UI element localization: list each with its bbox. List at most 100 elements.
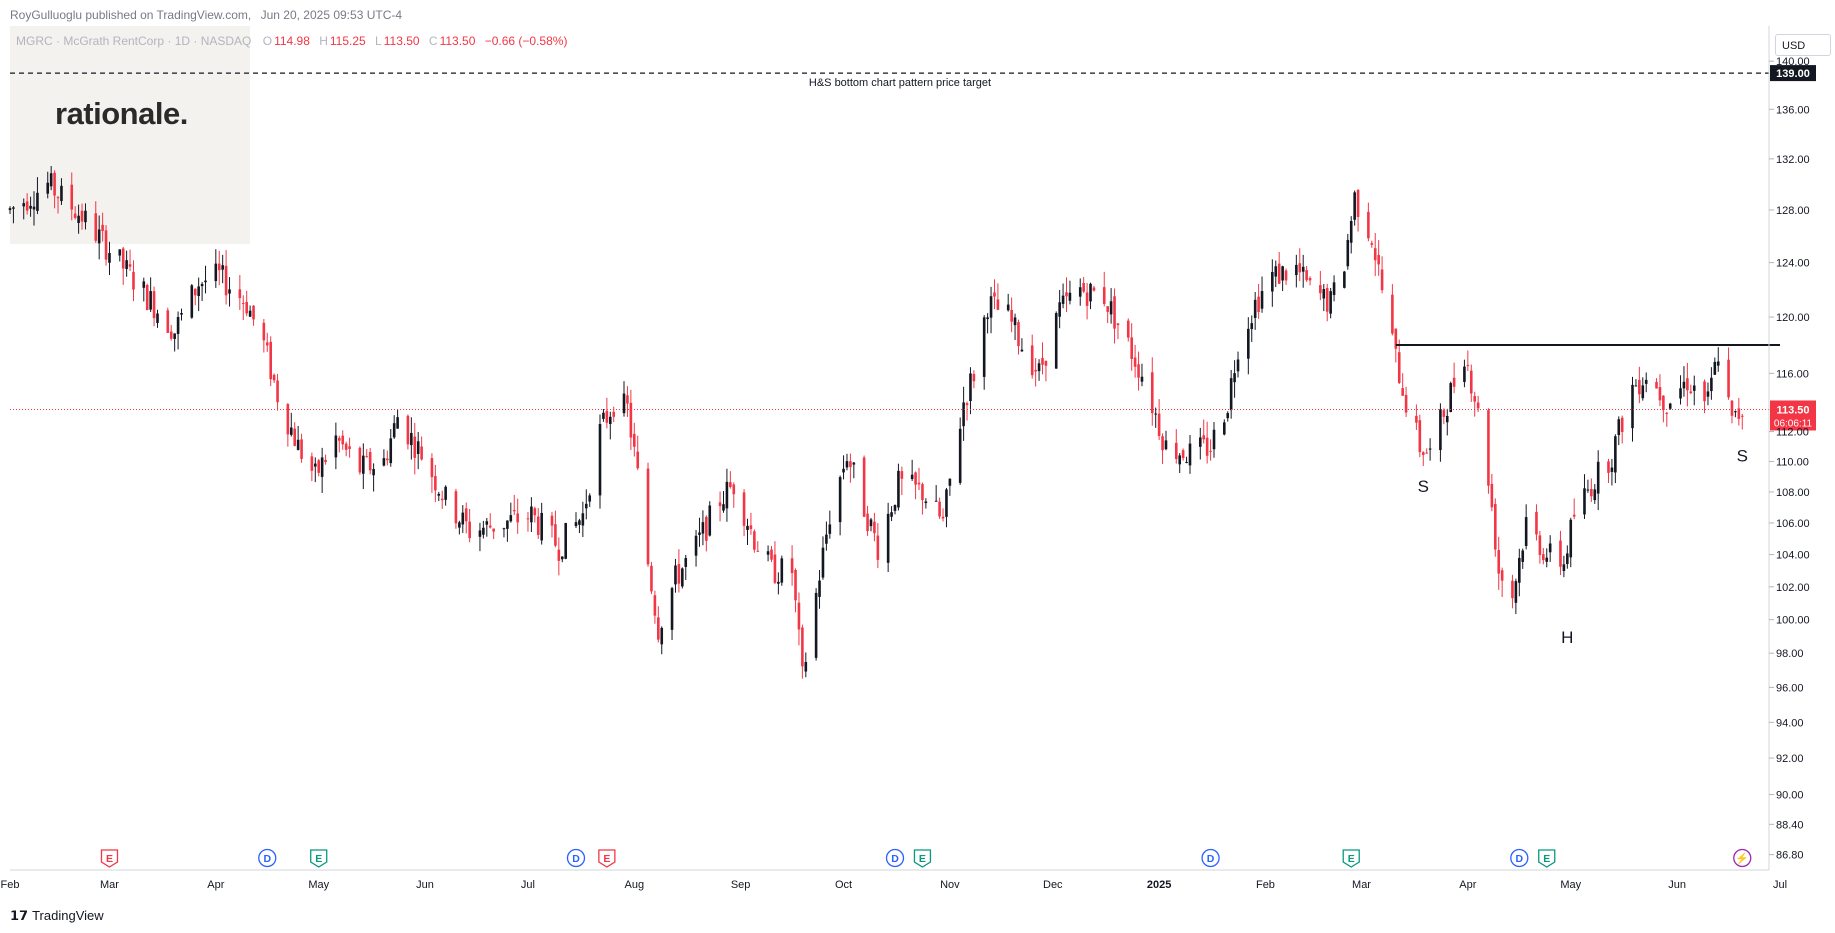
candle [1356,189,1360,232]
candle-body [132,271,135,290]
candle-body [118,249,122,256]
candle-body [1010,309,1013,322]
candle [982,315,986,390]
candle [1109,288,1113,324]
candle-body [272,374,276,381]
candle-body [1686,378,1689,391]
candle [948,478,952,496]
candle-body [958,428,962,483]
candle-body [749,525,753,530]
candle-body [173,333,176,339]
footer-brand[interactable]: 𝟭𝟳 TradingView [10,908,104,924]
candle [1236,351,1240,378]
candle [934,485,938,502]
candle [1068,280,1072,305]
candle-body [320,457,324,477]
candle [1301,254,1305,288]
candle-body [1463,366,1466,382]
candle [1212,422,1216,458]
publisher[interactable]: RoyGulluoglu published on TradingView.co… [10,8,252,22]
candle-body [289,427,293,435]
candle [1562,555,1566,578]
candle [746,518,749,545]
candle [650,561,653,595]
candle-body [1058,302,1061,317]
candle-body [80,210,84,222]
price-chart[interactable]: H&S bottom chart pattern price target 139… [0,0,1835,905]
candle [722,491,725,513]
candle [557,537,561,576]
candle [70,172,74,221]
candle-body [1260,290,1264,309]
symbol-title[interactable]: MGRC · McGrath RentCorp · 1D · NASDAQ [16,34,252,48]
candle [1250,315,1254,342]
candle-body [506,520,509,529]
candle [900,466,904,496]
candle [49,166,53,191]
candle [1665,411,1669,427]
candle [1493,498,1497,557]
candle-body [204,280,207,283]
candle-body [1157,413,1161,436]
candle [1185,456,1188,464]
low-value: 113.50 [383,34,420,48]
candle-body [166,310,170,333]
candle [1490,473,1494,512]
candle-body [468,521,471,539]
candle-body [554,524,557,546]
candle-body [1662,395,1665,411]
candle [1198,427,1202,460]
candle [1010,297,1013,333]
candle [338,435,341,453]
candle-body [526,518,530,520]
y-tick-label: 140.00 [1776,56,1810,68]
candle [502,527,506,538]
candle [773,541,777,584]
candle-body [1349,220,1353,243]
candle [1133,344,1137,378]
candle [1397,339,1401,384]
candle-body [1569,519,1573,558]
candle-body [677,564,681,584]
candle [464,502,468,534]
candle-body [1727,359,1730,398]
candle [454,488,458,529]
candle-body [1490,483,1494,508]
candle-body [1150,372,1154,414]
candle [1545,548,1549,568]
candle-body [629,402,633,438]
candle [777,572,780,595]
candle [608,411,612,440]
candle-body [1452,377,1456,387]
candle [488,513,492,529]
candle-body [1154,413,1157,415]
candle [653,590,657,624]
candle [1511,574,1514,609]
candle [1161,433,1164,464]
candle-body [77,215,80,223]
candle [1137,351,1140,391]
candle [365,449,369,458]
candle-body [317,460,321,473]
candle [866,505,869,536]
candle-body [1524,517,1528,546]
candle-body [1497,550,1501,574]
candle-body [241,302,245,304]
candle-body [1082,282,1085,292]
candle [921,482,924,515]
candle-body [32,206,36,210]
candle [1325,283,1329,322]
open-label: O [262,34,273,48]
candle-body [389,438,393,464]
candle-body [890,512,893,517]
y-tick-label: 136.00 [1776,104,1810,116]
candle-body [1257,296,1260,313]
candle [588,493,592,507]
candle-body [742,492,746,526]
currency-button[interactable]: USD [1775,34,1831,56]
candle-body [1562,564,1566,572]
candle [1343,270,1346,289]
candle-body [1140,376,1144,382]
candle-body [780,558,784,583]
candle [142,277,146,302]
